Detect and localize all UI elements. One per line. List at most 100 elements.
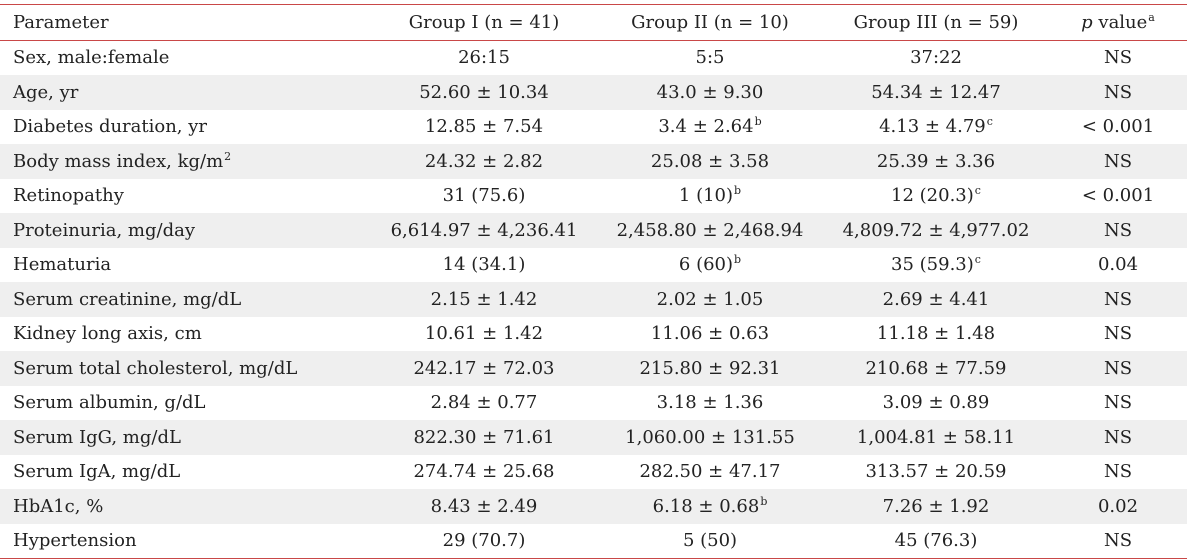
cell-parameter: Serum IgA, mg/dL bbox=[0, 455, 371, 490]
cell-p-value-value: 0.04 bbox=[1097, 254, 1139, 276]
cell-group-2-value: 6 (60) bbox=[678, 254, 734, 276]
cell-parameter: Age, yr bbox=[0, 75, 371, 110]
cell-p-value: NS bbox=[1049, 455, 1187, 490]
cell-p-value: NS bbox=[1049, 386, 1187, 421]
cell-parameter-value: Body mass index, kg/m bbox=[13, 150, 224, 172]
cell-group-2: 215.80 ± 92.31 bbox=[597, 351, 823, 386]
cell-group-2-value: 282.50 ± 47.17 bbox=[639, 461, 781, 483]
cell-parameter-value: Kidney long axis, cm bbox=[13, 323, 202, 345]
cell-group-2-value: 2,458.80 ± 2,468.94 bbox=[616, 219, 804, 241]
cell-parameter-value: Serum IgG, mg/dL bbox=[13, 426, 181, 448]
cell-p-value: NS bbox=[1049, 317, 1187, 352]
cell-group-3: 35 (59.3)c bbox=[823, 248, 1049, 283]
header-p-letter: p bbox=[1081, 11, 1093, 33]
cell-group-2-footnote: b bbox=[734, 184, 742, 198]
cell-group-2-footnote: b bbox=[754, 115, 762, 129]
cell-p-value-value: NS bbox=[1103, 461, 1133, 483]
cell-group-1-value: 274.74 ± 25.68 bbox=[413, 461, 555, 483]
table-row: Serum IgA, mg/dL 274.74 ± 25.68 282.50 ± 4… bbox=[0, 455, 1187, 490]
cell-parameter: Serum total cholesterol, mg/dL bbox=[0, 351, 371, 386]
cell-group-3-value: 11.18 ± 1.48 bbox=[876, 323, 996, 345]
cell-parameter-footnote: 2 bbox=[224, 149, 232, 163]
cell-p-value: NS bbox=[1049, 282, 1187, 317]
cell-p-value-value: 0.02 bbox=[1097, 495, 1139, 517]
header-row: Parameter Group I (n = 41) Group II (n =… bbox=[0, 4, 1187, 40]
cell-group-1-value: 14 (34.1) bbox=[442, 254, 526, 276]
header-group-2: Group II (n = 10) bbox=[631, 11, 789, 33]
cell-group-3: 37:22 bbox=[823, 40, 1049, 75]
cell-p-value-value: NS bbox=[1103, 288, 1133, 310]
cell-group-2-value: 1 (10) bbox=[678, 185, 734, 207]
cell-group-3-footnote: c bbox=[974, 253, 981, 267]
cell-group-1: 31 (75.6) bbox=[371, 179, 597, 214]
cell-group-1-value: 26:15 bbox=[458, 47, 510, 69]
cell-group-3: 2.69 ± 4.41 bbox=[823, 282, 1049, 317]
cell-group-2: 3.18 ± 1.36 bbox=[597, 386, 823, 421]
cell-group-2-value: 2.02 ± 1.05 bbox=[656, 288, 764, 310]
cell-parameter: Diabetes duration, yr bbox=[0, 110, 371, 145]
cell-group-2-value: 3.4 ± 2.64 bbox=[658, 116, 754, 138]
cell-group-3-value: 37:22 bbox=[910, 47, 962, 69]
cell-parameter: Sex, male:female bbox=[0, 40, 371, 75]
cell-group-1-value: 29 (70.7) bbox=[442, 530, 526, 552]
cell-group-3-value: 25.39 ± 3.36 bbox=[876, 150, 996, 172]
cell-group-1-value: 242.17 ± 72.03 bbox=[413, 357, 555, 379]
cell-group-1: 12.85 ± 7.54 bbox=[371, 110, 597, 145]
cell-group-3-value: 45 (76.3) bbox=[894, 530, 978, 552]
cell-group-1: 242.17 ± 72.03 bbox=[371, 351, 597, 386]
cell-p-value-value: NS bbox=[1103, 219, 1133, 241]
cell-group-1-value: 24.32 ± 2.82 bbox=[424, 150, 544, 172]
baseline-characteristics-table: Parameter Group I (n = 41) Group II (n =… bbox=[0, 4, 1187, 559]
cell-parameter: Body mass index, kg/m2 bbox=[0, 144, 371, 179]
cell-p-value: < 0.001 bbox=[1049, 179, 1187, 214]
table-body: Sex, male:female 26:15 5:5 37:22 NS Age, yr 52… bbox=[0, 40, 1187, 559]
cell-group-2-value: 11.06 ± 0.63 bbox=[650, 323, 770, 345]
baseline-characteristics-table-container: Parameter Group I (n = 41) Group II (n =… bbox=[0, 4, 1187, 559]
cell-p-value: NS bbox=[1049, 420, 1187, 455]
table-row: Serum total cholesterol, mg/dL 242.17 ± 7… bbox=[0, 351, 1187, 386]
cell-parameter-value: Proteinuria, mg/day bbox=[13, 219, 195, 241]
cell-group-3-footnote: c bbox=[974, 184, 981, 198]
cell-p-value-value: NS bbox=[1103, 357, 1133, 379]
cell-group-2: 25.08 ± 3.58 bbox=[597, 144, 823, 179]
cell-group-1-value: 2.15 ± 1.42 bbox=[430, 288, 538, 310]
cell-group-2-value: 3.18 ± 1.36 bbox=[656, 392, 764, 414]
table-row: Hematuria 14 (34.1) 6 (60)b 35 (59.3)c 0.04 bbox=[0, 248, 1187, 283]
cell-group-3-value: 4.13 ± 4.79 bbox=[879, 116, 986, 138]
cell-parameter: HbA1c, % bbox=[0, 489, 371, 524]
table-row: Body mass index, kg/m2 24.32 ± 2.82 25.08 … bbox=[0, 144, 1187, 179]
table-row: Retinopathy 31 (75.6) 1 (10)b 12 (20.3)c < 0… bbox=[0, 179, 1187, 214]
cell-p-value: NS bbox=[1049, 524, 1187, 559]
cell-p-value-value: NS bbox=[1103, 47, 1133, 69]
cell-group-2: 2.02 ± 1.05 bbox=[597, 282, 823, 317]
cell-group-3: 12 (20.3)c bbox=[823, 179, 1049, 214]
cell-parameter-value: HbA1c, % bbox=[13, 495, 104, 517]
cell-group-3: 3.09 ± 0.89 bbox=[823, 386, 1049, 421]
cell-group-3: 54.34 ± 12.47 bbox=[823, 75, 1049, 110]
table-row: Serum IgG, mg/dL 822.30 ± 71.61 1,060.00 ±… bbox=[0, 420, 1187, 455]
cell-parameter: Serum creatinine, mg/dL bbox=[0, 282, 371, 317]
cell-group-3-value: 313.57 ± 20.59 bbox=[865, 461, 1007, 483]
cell-group-2-value: 5:5 bbox=[695, 47, 725, 69]
cell-parameter: Hematuria bbox=[0, 248, 371, 283]
cell-parameter: Serum IgG, mg/dL bbox=[0, 420, 371, 455]
cell-group-2: 2,458.80 ± 2,468.94 bbox=[597, 213, 823, 248]
cell-group-1: 2.15 ± 1.42 bbox=[371, 282, 597, 317]
cell-group-2: 1 (10)b bbox=[597, 179, 823, 214]
cell-group-3-value: 4,809.72 ± 4,977.02 bbox=[842, 219, 1030, 241]
cell-parameter-value: Sex, male:female bbox=[13, 47, 170, 69]
cell-group-1: 822.30 ± 71.61 bbox=[371, 420, 597, 455]
cell-group-2: 282.50 ± 47.17 bbox=[597, 455, 823, 490]
cell-group-2: 3.4 ± 2.64b bbox=[597, 110, 823, 145]
cell-group-3-value: 12 (20.3) bbox=[891, 185, 974, 207]
cell-group-3: 45 (76.3) bbox=[823, 524, 1049, 559]
cell-group-3: 11.18 ± 1.48 bbox=[823, 317, 1049, 352]
cell-parameter-value: Serum IgA, mg/dL bbox=[13, 461, 181, 483]
cell-group-1-value: 10.61 ± 1.42 bbox=[424, 323, 544, 345]
table-row: Diabetes duration, yr 12.85 ± 7.54 3.4 ± 2… bbox=[0, 110, 1187, 145]
cell-p-value: NS bbox=[1049, 75, 1187, 110]
header-group-3: Group III (n = 59) bbox=[853, 11, 1019, 33]
table-header: Parameter Group I (n = 41) Group II (n =… bbox=[0, 4, 1187, 40]
cell-p-value: NS bbox=[1049, 213, 1187, 248]
table-row: Sex, male:female 26:15 5:5 37:22 NS bbox=[0, 40, 1187, 75]
